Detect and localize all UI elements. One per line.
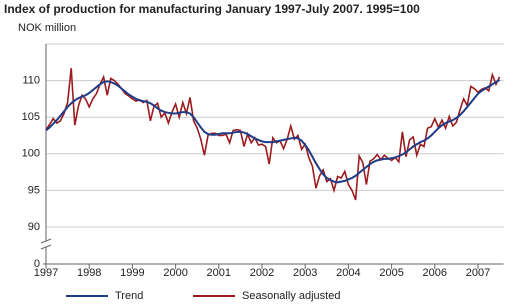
y-tick-label: 0 [34, 258, 40, 270]
x-tick-label: 1997 [34, 267, 58, 279]
y-tick-label: 105 [22, 111, 40, 123]
axis-break [40, 238, 52, 250]
x-tick-label: 2000 [163, 267, 187, 279]
x-tick-label: 2001 [207, 267, 231, 279]
chart-title: Index of production for manufacturing Ja… [4, 2, 420, 16]
axis-break-gap [41, 241, 51, 247]
y-tick-label: 100 [22, 148, 40, 160]
legend-label: Trend [115, 290, 143, 302]
x-tick-label: 1998 [77, 267, 101, 279]
x-tick-label: 2004 [336, 267, 360, 279]
x-tick-label: 2003 [293, 267, 317, 279]
x-tick-label: 2002 [250, 267, 274, 279]
x-tick-label: 2005 [379, 267, 403, 279]
legend-label: Seasonally adjusted [242, 290, 340, 302]
x-tick-label: 2006 [423, 267, 447, 279]
y-axis-label: NOK million [18, 22, 76, 34]
y-tick-label: 110 [22, 75, 40, 87]
y-tick-label: 95 [28, 184, 40, 196]
x-tick-label: 1999 [120, 267, 144, 279]
y-tick-label: 90 [28, 221, 40, 233]
series-line [45, 79, 501, 184]
x-tick-label: 2007 [466, 267, 490, 279]
